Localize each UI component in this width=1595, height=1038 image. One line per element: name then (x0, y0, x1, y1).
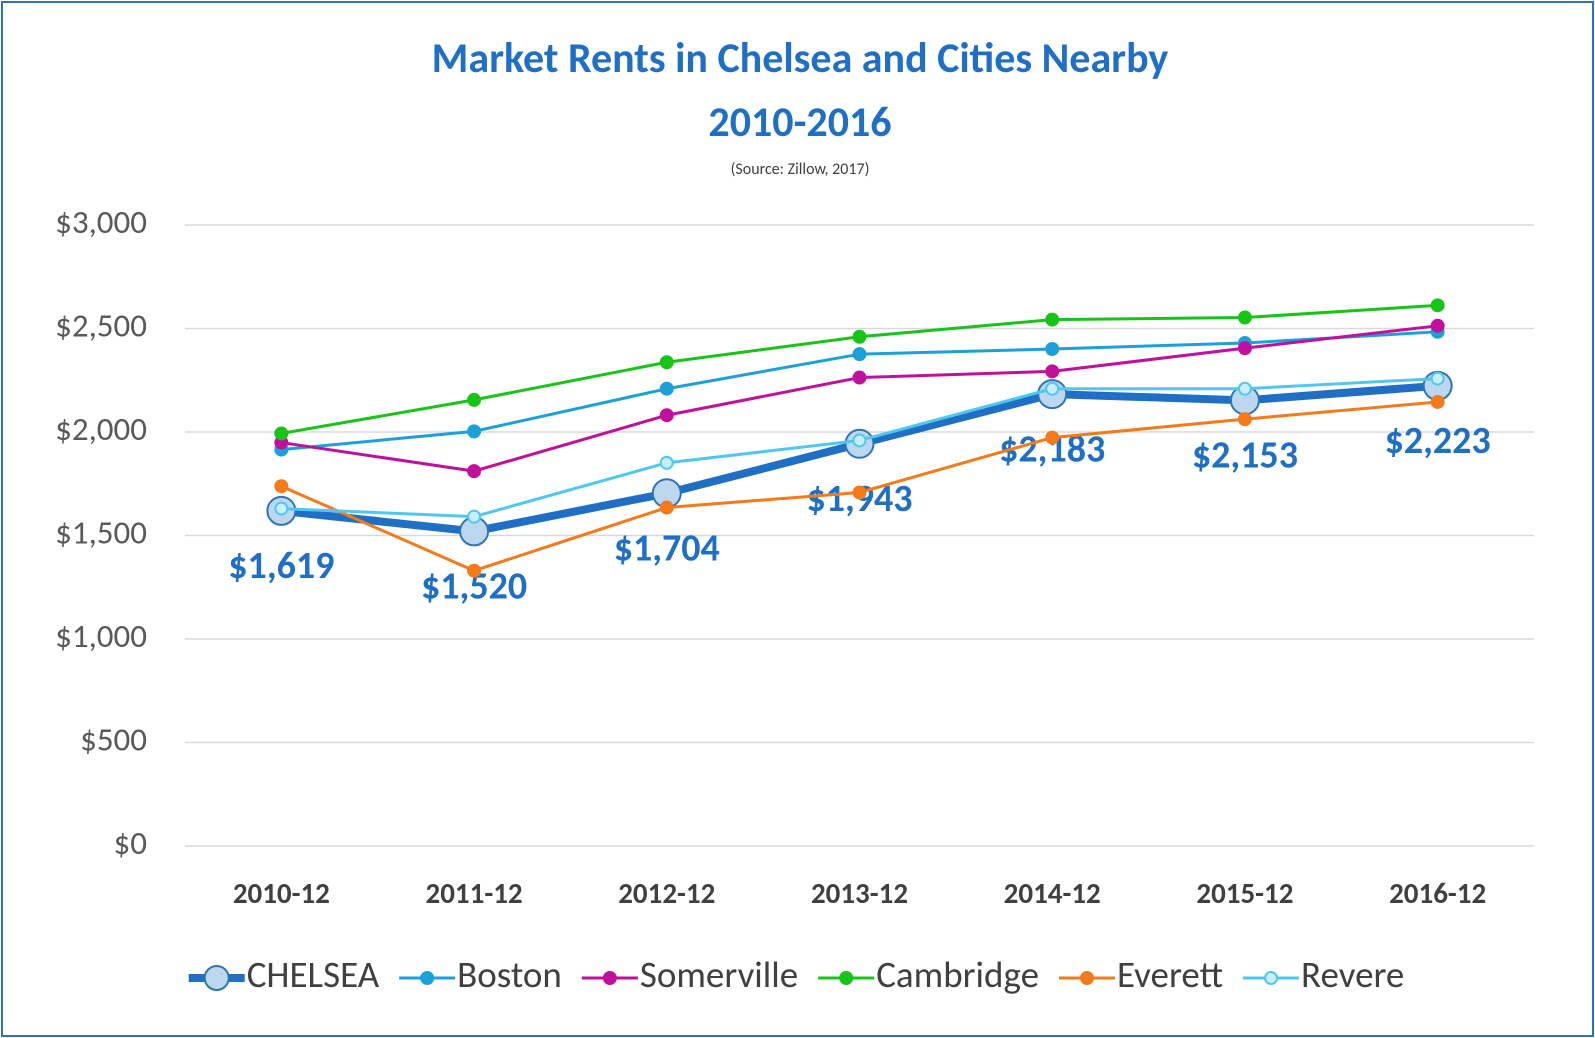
legend-label: Somerville (640, 952, 798, 997)
legend-label: Revere (1301, 952, 1404, 997)
series-marker (1237, 381, 1252, 396)
legend-marker (203, 965, 230, 991)
series-marker (659, 408, 674, 423)
series-marker (1045, 430, 1060, 445)
series-marker (659, 381, 674, 396)
x-tick-label: 2013-12 (811, 875, 908, 911)
series-marker (274, 479, 289, 494)
data-label: $2,153 (1192, 433, 1298, 479)
series-marker (467, 509, 482, 524)
x-tick-label: 2012-12 (618, 875, 715, 911)
legend-label: Cambridge (876, 952, 1039, 997)
y-tick-label: $2,500 (55, 305, 147, 345)
chart-title: 2010-2016 (708, 97, 891, 148)
data-label: $1,619 (228, 543, 334, 589)
series-marker (467, 392, 482, 407)
y-tick-label: $2,000 (55, 409, 147, 449)
series-marker (1045, 364, 1060, 379)
series-marker (467, 563, 482, 578)
series-marker (852, 347, 867, 362)
y-tick-label: $0 (114, 823, 147, 863)
series-marker (1045, 341, 1060, 356)
series-marker (1045, 381, 1060, 396)
x-tick-label: 2014-12 (1004, 875, 1101, 911)
series-marker (467, 424, 482, 439)
series-marker (659, 455, 674, 470)
data-label: $1,704 (614, 525, 720, 571)
series-marker (1430, 371, 1445, 386)
chart-title: Market Rents in Chelsea and Cities Nearb… (432, 33, 1169, 84)
series-marker (1237, 341, 1252, 356)
series-marker (852, 370, 867, 385)
x-tick-label: 2011-12 (426, 875, 523, 911)
y-tick-label: $1,000 (55, 616, 147, 656)
series-marker (659, 355, 674, 370)
series-marker (852, 329, 867, 344)
legend-label: Boston (457, 952, 562, 997)
x-tick-label: 2010-12 (233, 875, 330, 911)
series-marker (1237, 310, 1252, 325)
legend-label: Everett (1117, 952, 1223, 997)
series-marker (274, 426, 289, 441)
legend-marker (1264, 971, 1279, 985)
legend-label: CHELSEA (247, 952, 380, 997)
series-marker (1430, 394, 1445, 409)
data-label: $2,223 (1385, 418, 1491, 464)
series-marker (659, 500, 674, 515)
series-marker (852, 433, 867, 448)
legend-marker (839, 971, 854, 985)
series-marker (852, 485, 867, 500)
y-tick-label: $1,500 (55, 512, 147, 552)
series-marker (1237, 412, 1252, 427)
series-marker (467, 464, 482, 479)
y-tick-label: $3,000 (55, 202, 147, 242)
legend-marker (1079, 971, 1094, 985)
legend-marker (420, 971, 435, 985)
series-marker (1045, 312, 1060, 327)
series-marker (274, 501, 289, 516)
chart-subtitle: (Source: Zillow, 2017) (731, 160, 870, 179)
x-tick-label: 2015-12 (1196, 875, 1293, 911)
legend-marker (602, 971, 617, 985)
series-marker (1430, 318, 1445, 333)
series-marker (1430, 298, 1445, 313)
x-tick-label: 2016-12 (1389, 875, 1486, 911)
y-tick-label: $500 (80, 719, 147, 759)
